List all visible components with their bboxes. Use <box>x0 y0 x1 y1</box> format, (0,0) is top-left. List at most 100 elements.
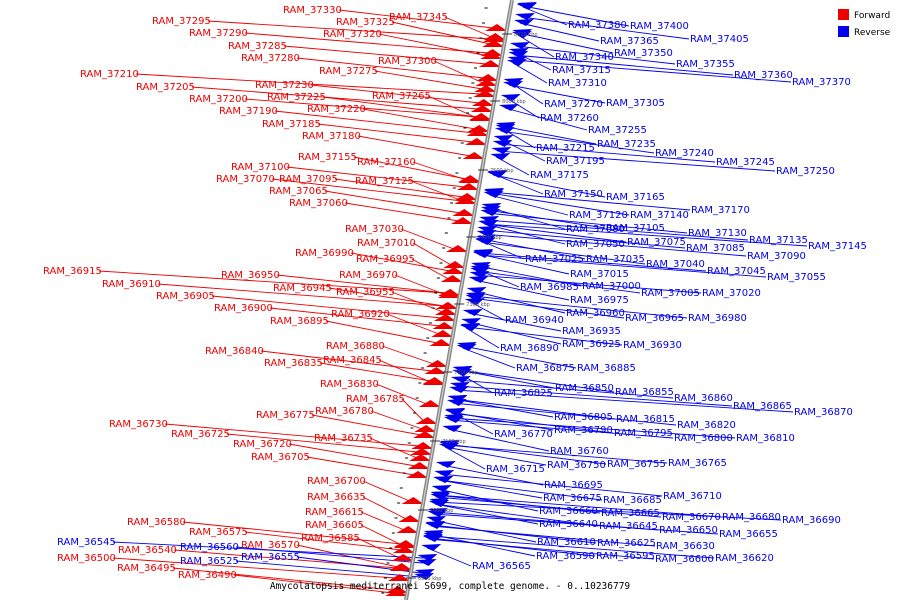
gene-label-reverse[interactable]: RAM_37015 <box>570 269 629 280</box>
gene-label-reverse[interactable]: RAM_37305 <box>606 98 665 109</box>
gene-label-reverse[interactable]: RAM_36760 <box>550 446 609 457</box>
gene-label-reverse[interactable]: RAM_36610 <box>537 537 596 548</box>
gene-arrow-reverse[interactable] <box>478 220 499 227</box>
gene-arrow-reverse[interactable] <box>462 309 483 316</box>
gene-label-reverse[interactable]: RAM_36665 <box>601 508 660 519</box>
gene-arrow-reverse[interactable] <box>447 395 468 402</box>
gene-arrow-reverse[interactable] <box>414 573 435 580</box>
gene-label-forward[interactable]: RAM_36780 <box>315 406 374 417</box>
gene-label-reverse[interactable]: RAM_36590 <box>536 551 595 562</box>
gene-arrow-reverse[interactable] <box>513 19 534 26</box>
gene-label-reverse[interactable]: RAM_37405 <box>690 34 749 45</box>
gene-arrow-forward[interactable] <box>406 471 429 478</box>
gene-label-reverse[interactable]: RAM_37270 <box>544 99 603 110</box>
gene-arrow-reverse[interactable] <box>492 140 513 147</box>
gene-arrow-forward[interactable] <box>485 24 508 31</box>
gene-arrow-forward[interactable] <box>454 197 477 204</box>
gene-arrow-forward[interactable] <box>413 431 436 438</box>
gene-label-forward[interactable]: RAM_36635 <box>307 492 366 503</box>
gene-label-reverse[interactable]: RAM_36675 <box>543 493 602 504</box>
gene-label-reverse[interactable]: RAM_36870 <box>794 407 853 418</box>
gene-label-forward[interactable]: RAM_37030 <box>345 224 404 235</box>
gene-label-forward[interactable]: RAM_37095 <box>279 174 338 185</box>
gene-label-forward[interactable]: RAM_36920 <box>331 309 390 320</box>
gene-arrow-forward[interactable] <box>446 245 469 252</box>
gene-label-forward[interactable]: RAM_37205 <box>136 82 195 93</box>
gene-label-reverse[interactable]: RAM_36770 <box>494 429 553 440</box>
gene-label-reverse[interactable]: RAM_36660 <box>539 506 598 517</box>
gene-label-reverse[interactable]: RAM_36930 <box>623 340 682 351</box>
gene-label-forward[interactable]: RAM_36490 <box>178 570 237 581</box>
gene-label-reverse[interactable]: RAM_37075 <box>627 237 686 248</box>
gene-arrow-reverse[interactable] <box>511 31 532 38</box>
gene-label-reverse[interactable]: RAM_36600 <box>655 554 714 565</box>
gene-label-forward[interactable]: RAM_37125 <box>355 176 414 187</box>
gene-label-reverse[interactable]: RAM_37340 <box>555 52 614 63</box>
gene-label-reverse[interactable]: RAM_36680 <box>722 512 781 523</box>
gene-arrow-forward[interactable] <box>480 52 503 59</box>
gene-arrow-forward[interactable] <box>429 339 452 346</box>
gene-arrow-reverse[interactable] <box>445 408 466 415</box>
gene-arrow-reverse[interactable] <box>475 238 496 245</box>
gene-label-forward[interactable]: RAM_36730 <box>109 419 168 430</box>
gene-label-reverse[interactable]: RAM_37245 <box>716 157 775 168</box>
gene-arrow-reverse[interactable] <box>456 342 477 349</box>
gene-label-forward[interactable]: RAM_37275 <box>319 66 378 77</box>
gene-label-reverse[interactable]: RAM_36820 <box>677 420 736 431</box>
gene-label-forward[interactable]: RAM_36995 <box>356 254 415 265</box>
gene-arrow-reverse[interactable] <box>514 13 535 20</box>
gene-label-forward[interactable]: RAM_36830 <box>320 379 379 390</box>
gene-label-reverse[interactable]: RAM_36825 <box>494 388 553 399</box>
gene-arrow-reverse[interactable] <box>428 500 449 507</box>
gene-arrow-forward[interactable] <box>483 35 506 42</box>
gene-arrow-forward[interactable] <box>393 540 416 547</box>
gene-label-forward[interactable]: RAM_36540 <box>118 545 177 556</box>
gene-label-reverse[interactable]: RAM_36935 <box>562 326 621 337</box>
gene-arrow-reverse[interactable] <box>439 441 460 448</box>
gene-label-reverse[interactable]: RAM_37105 <box>606 223 665 234</box>
gene-label-forward[interactable]: RAM_36580 <box>127 517 186 528</box>
gene-arrow-forward[interactable] <box>450 217 473 224</box>
gene-label-reverse[interactable]: RAM_36855 <box>615 387 674 398</box>
gene-arrow-forward[interactable] <box>471 99 494 106</box>
gene-label-reverse[interactable]: RAM_37135 <box>749 235 808 246</box>
gene-arrow-reverse[interactable] <box>417 554 438 561</box>
gene-label-forward[interactable]: RAM_36840 <box>205 346 264 357</box>
gene-label-forward[interactable]: RAM_36955 <box>336 287 395 298</box>
gene-arrow-reverse[interactable] <box>431 485 452 492</box>
gene-label-reverse[interactable]: RAM_37080 <box>566 224 625 235</box>
gene-label-reverse[interactable]: RAM_37360 <box>734 70 793 81</box>
gene-label-forward[interactable]: RAM_37200 <box>189 94 248 105</box>
gene-label-forward[interactable]: RAM_37010 <box>357 238 416 249</box>
gene-arrow-reverse[interactable] <box>460 323 481 330</box>
gene-arrow-forward[interactable] <box>385 589 408 596</box>
gene-arrow-reverse[interactable] <box>506 59 527 66</box>
gene-label-reverse[interactable]: RAM_37175 <box>530 170 589 181</box>
gene-label-reverse[interactable]: RAM_37400 <box>630 21 689 32</box>
gene-arrow-reverse[interactable] <box>442 425 463 432</box>
gene-label-forward[interactable]: RAM_37290 <box>189 28 248 39</box>
gene-arrow-forward[interactable] <box>466 129 489 136</box>
gene-label-reverse[interactable]: RAM_36790 <box>554 425 613 436</box>
gene-label-reverse[interactable]: RAM_37355 <box>676 59 735 70</box>
gene-arrow-forward[interactable] <box>478 60 501 67</box>
gene-label-forward[interactable]: RAM_37185 <box>262 119 321 130</box>
gene-arrow-forward[interactable] <box>440 275 463 282</box>
gene-arrow-reverse[interactable] <box>421 544 442 551</box>
gene-arrow-forward[interactable] <box>467 125 490 132</box>
gene-label-reverse[interactable]: RAM_37000 <box>582 281 641 292</box>
gene-label-reverse[interactable]: RAM_36885 <box>577 363 636 374</box>
gene-arrow-reverse[interactable] <box>468 276 489 283</box>
gene-label-reverse[interactable]: RAM_37085 <box>686 243 745 254</box>
gene-label-forward[interactable]: RAM_36905 <box>156 291 215 302</box>
gene-label-forward[interactable]: RAM_37265 <box>372 91 431 102</box>
gene-arrow-reverse[interactable] <box>464 298 485 305</box>
gene-arrow-forward[interactable] <box>470 105 493 112</box>
gene-arrow-reverse[interactable] <box>433 476 454 483</box>
gene-label-reverse[interactable]: RAM_36890 <box>500 343 559 354</box>
gene-label-reverse[interactable]: RAM_36715 <box>486 464 545 475</box>
gene-arrow-reverse[interactable] <box>481 203 502 210</box>
gene-label-reverse[interactable]: RAM_37260 <box>540 113 599 124</box>
gene-arrow-reverse[interactable] <box>483 189 504 196</box>
gene-label-reverse[interactable]: RAM_37040 <box>646 259 705 270</box>
